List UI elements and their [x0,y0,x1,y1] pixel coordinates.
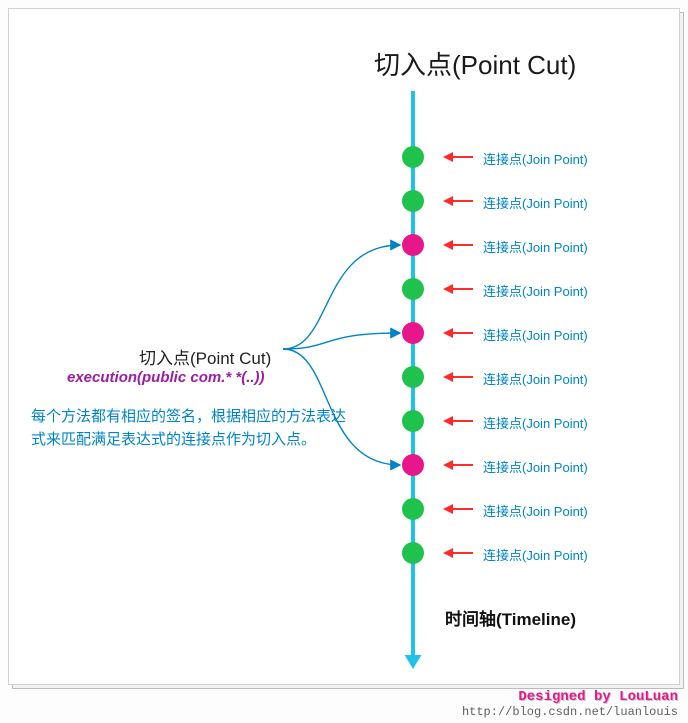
pointer-arrow-icon [443,502,477,516]
pointcut-expression: execution(public com.* *(..)) [67,369,265,386]
pointer-arrow-icon [443,458,477,472]
attribution-author: Designed by LouLuan [462,689,678,705]
attribution-url: http://blog.csdn.net/luanlouis [462,705,678,719]
pointer-arrow-icon [443,194,477,208]
joinpoint-label: 连接点(Join Point) [483,501,588,520]
main-title: 切入点(Point Cut) [374,45,576,82]
timeline-label: 时间轴(Timeline) [445,605,576,630]
joinpoint-label: 连接点(Join Point) [483,325,588,344]
joinpoint-node [402,146,424,168]
joinpoint-label: 连接点(Join Point) [483,149,588,168]
joinpoint-node [402,498,424,520]
pointer-arrow-icon [443,150,477,164]
joinpoint-node [402,278,424,300]
pointer-arrow-icon [443,414,477,428]
pointcut-node [402,234,424,256]
diagram-frame: 切入点(Point Cut) 连接点(Join Point) 连接点(Join … [8,8,680,685]
pointcut-subtitle: 切入点(Point Cut) [139,344,271,369]
pointer-arrow-icon [443,546,477,560]
pointer-arrow-icon [443,238,477,252]
joinpoint-label: 连接点(Join Point) [483,237,588,256]
attribution: Designed by LouLuan http://blog.csdn.net… [462,689,678,719]
pointer-arrow-icon [443,282,477,296]
joinpoint-node [402,542,424,564]
joinpoint-label: 连接点(Join Point) [483,369,588,388]
pointer-arrow-icon [443,326,477,340]
joinpoint-node [402,366,424,388]
joinpoint-label: 连接点(Join Point) [483,457,588,476]
pointcut-node [402,454,424,476]
joinpoint-label: 连接点(Join Point) [483,413,588,432]
joinpoint-label: 连接点(Join Point) [483,193,588,212]
joinpoint-node [402,410,424,432]
joinpoint-label: 连接点(Join Point) [483,281,588,300]
pointcut-node [402,322,424,344]
pointcut-curves [9,9,19,19]
joinpoint-node [402,190,424,212]
joinpoint-label: 连接点(Join Point) [483,545,588,564]
pointcut-description: 每个方法都有相应的签名，根据相应的方法表达式来匹配满足表达式的连接点作为切入点。 [31,405,351,452]
pointer-arrow-icon [443,370,477,384]
timeline-axis [9,9,49,609]
